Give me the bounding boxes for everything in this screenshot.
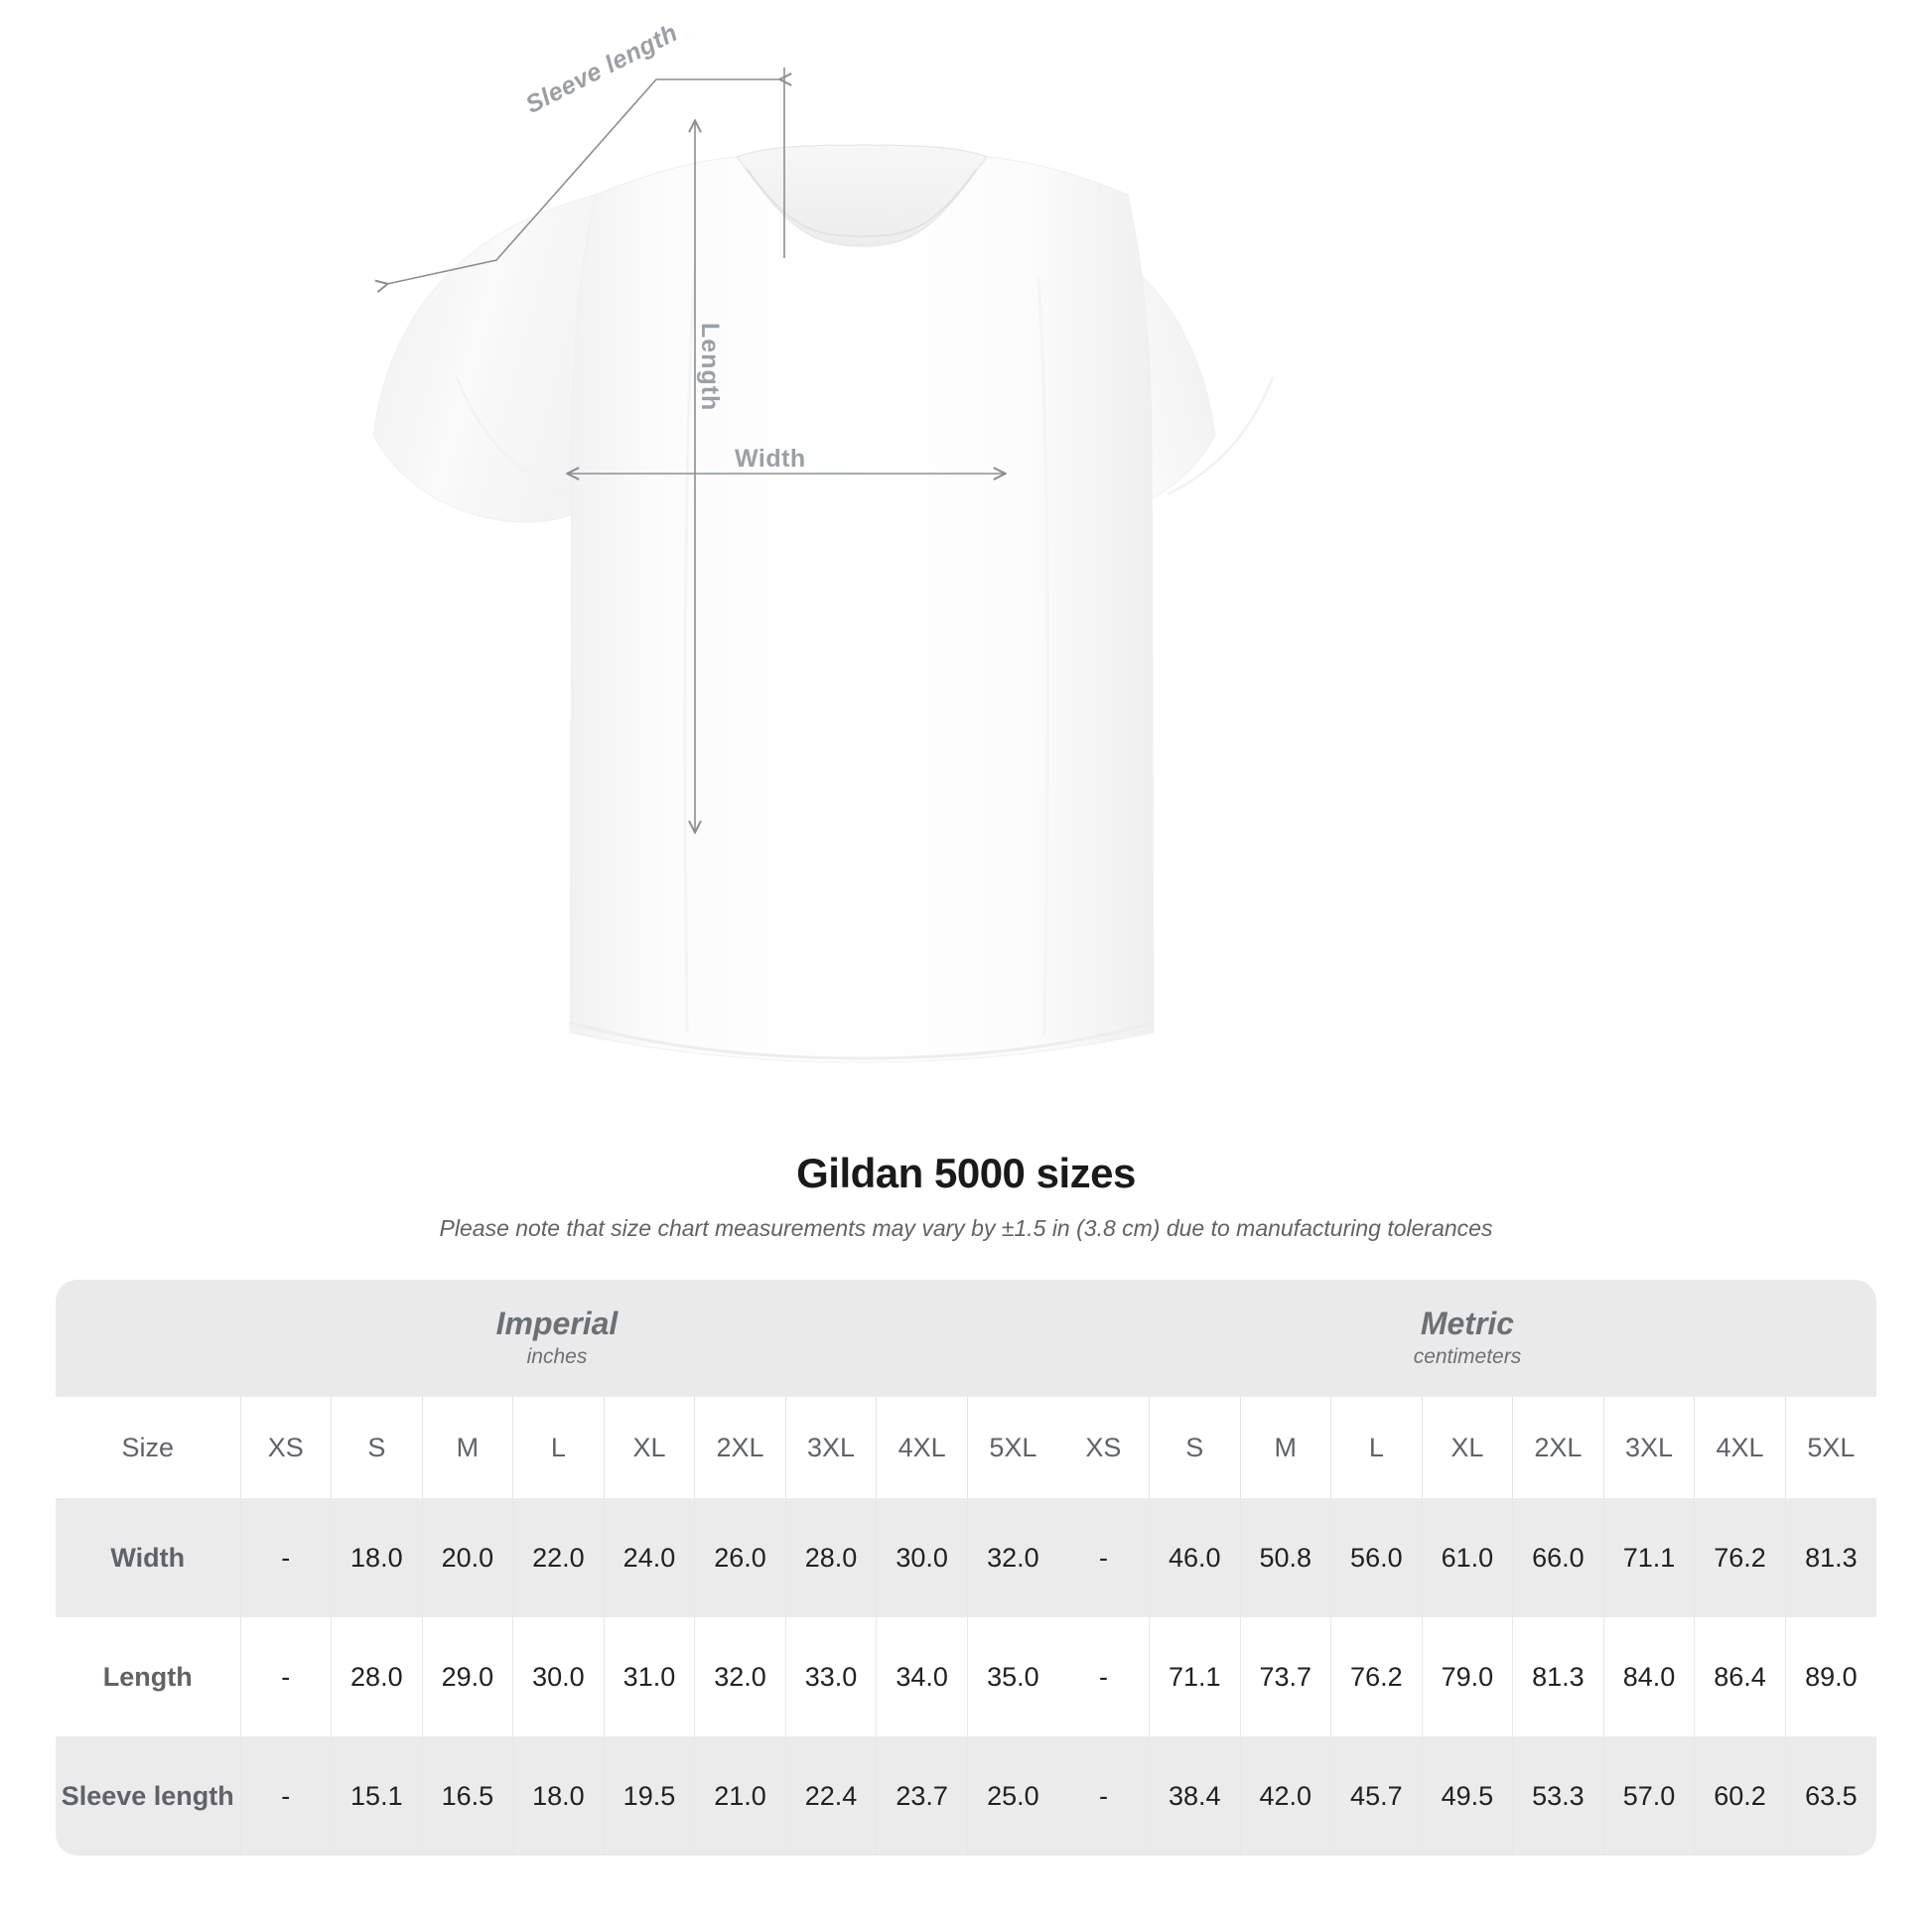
tshirt-diagram: Sleeve length Length Width bbox=[372, 18, 1275, 1063]
tshirt-illustration bbox=[372, 68, 1275, 1063]
measurement-cell: - bbox=[1057, 1498, 1150, 1617]
measurement-cell: 32.0 bbox=[966, 1498, 1058, 1617]
size-header-label: Size bbox=[56, 1397, 240, 1498]
size-column-header: XL bbox=[1421, 1397, 1513, 1498]
unit-sub-metric: centimeters bbox=[1413, 1344, 1522, 1368]
size-column-header: 3XL bbox=[1602, 1397, 1695, 1498]
size-column-header: XS bbox=[1057, 1397, 1150, 1498]
measurement-cell: 56.0 bbox=[1330, 1498, 1423, 1617]
measurement-row-label: Width bbox=[56, 1498, 240, 1617]
measurement-cell: 50.8 bbox=[1239, 1498, 1331, 1617]
measurement-cell: 76.2 bbox=[1330, 1617, 1423, 1736]
table-row: Length -28.0 29.0 30.0 31.0 32.0 33.0 34.0 35.0-… bbox=[56, 1617, 1876, 1736]
measurement-cell: 71.1 bbox=[1148, 1617, 1241, 1736]
size-column-header: L bbox=[1330, 1397, 1423, 1498]
measurement-cell: 34.0 bbox=[876, 1617, 968, 1736]
size-column-header: 4XL bbox=[1694, 1397, 1786, 1498]
measurement-cell: 20.0 bbox=[421, 1498, 513, 1617]
measurement-cell: 84.0 bbox=[1602, 1617, 1695, 1736]
measurement-cell: 71.1 bbox=[1602, 1498, 1695, 1617]
measurement-cell: 18.0 bbox=[512, 1736, 605, 1856]
tolerance-note: Please note that size chart measurements… bbox=[439, 1215, 1493, 1241]
measurement-cell: 46.0 bbox=[1148, 1498, 1241, 1617]
measurement-cell: 38.4 bbox=[1148, 1736, 1241, 1856]
measurement-cell: 73.7 bbox=[1239, 1617, 1331, 1736]
measurement-cell: 42.0 bbox=[1239, 1736, 1331, 1856]
measurement-cell: 53.3 bbox=[1512, 1736, 1604, 1856]
measurement-cell: 81.3 bbox=[1512, 1617, 1604, 1736]
size-header-row: Size XS S M L XL 2XL 3XL 4XL 5XL XS S M L XL 2XL 3XL 4XL… bbox=[56, 1397, 1876, 1498]
size-column-header: 3XL bbox=[784, 1397, 877, 1498]
size-column-header: L bbox=[512, 1397, 605, 1498]
measurement-cell: - bbox=[239, 1498, 332, 1617]
size-column-header: S bbox=[331, 1397, 423, 1498]
unit-header-row: Imperial inches Metric centimeters bbox=[56, 1280, 1876, 1397]
measurement-cell: 61.0 bbox=[1421, 1498, 1513, 1617]
size-column-header: 5XL bbox=[1784, 1397, 1876, 1498]
measurement-cell: 60.2 bbox=[1694, 1736, 1786, 1856]
size-column-header: 4XL bbox=[876, 1397, 968, 1498]
measurement-cell: 76.2 bbox=[1694, 1498, 1786, 1617]
measurement-cell: - bbox=[1057, 1736, 1150, 1856]
size-column-header: XS bbox=[239, 1397, 332, 1498]
measurement-cell: 31.0 bbox=[603, 1617, 695, 1736]
measurement-cell: 26.0 bbox=[694, 1498, 786, 1617]
size-column-header: 2XL bbox=[694, 1397, 786, 1498]
size-column-header: XL bbox=[603, 1397, 695, 1498]
measurement-cell: 35.0 bbox=[966, 1617, 1058, 1736]
measurement-cell: 28.0 bbox=[784, 1498, 877, 1617]
unit-header-imperial: Imperial inches bbox=[56, 1280, 1058, 1397]
unit-name-metric: Metric bbox=[1420, 1305, 1515, 1341]
size-column-header: M bbox=[421, 1397, 513, 1498]
measurement-cell: - bbox=[239, 1617, 332, 1736]
measurement-cell: 24.0 bbox=[603, 1498, 695, 1617]
measurement-cell: 49.5 bbox=[1421, 1736, 1513, 1856]
dimension-lines bbox=[387, 68, 1005, 832]
measurement-cell: - bbox=[239, 1736, 332, 1856]
size-column-header: 2XL bbox=[1512, 1397, 1604, 1498]
measurement-cell: 25.0 bbox=[966, 1736, 1058, 1856]
measurement-cell: - bbox=[1057, 1617, 1150, 1736]
measurement-cell: 32.0 bbox=[694, 1617, 786, 1736]
measurement-cell: 16.5 bbox=[421, 1736, 513, 1856]
measurement-cell: 18.0 bbox=[331, 1498, 423, 1617]
measurement-cell: 30.0 bbox=[512, 1617, 605, 1736]
size-chart-container: Imperial inches Metric centimeters Size … bbox=[56, 1280, 1876, 1856]
measurement-cell: 15.1 bbox=[331, 1736, 423, 1856]
title-block: Gildan 5000 sizes Please note that size … bbox=[0, 1132, 1932, 1242]
measurement-cell: 19.5 bbox=[603, 1736, 695, 1856]
measurement-cell: 22.4 bbox=[784, 1736, 877, 1856]
garment-shape bbox=[372, 144, 1275, 1063]
measurement-cell: 30.0 bbox=[876, 1498, 968, 1617]
measurement-cell: 81.3 bbox=[1784, 1498, 1876, 1617]
measurement-cell: 86.4 bbox=[1694, 1617, 1786, 1736]
size-column-header: 5XL bbox=[966, 1397, 1058, 1498]
measurement-cell: 66.0 bbox=[1512, 1498, 1604, 1617]
measurement-cell: 23.7 bbox=[876, 1736, 968, 1856]
measurement-cell: 28.0 bbox=[331, 1617, 423, 1736]
measurement-cell: 89.0 bbox=[1784, 1617, 1876, 1736]
table-row: Width -18.0 20.0 22.0 24.0 26.0 28.0 30.0 32.0-4… bbox=[56, 1498, 1876, 1617]
table-row: Sleeve length -15.1 16.5 18.0 19.5 21.0 22.4 23… bbox=[56, 1736, 1876, 1856]
measurement-cell: 57.0 bbox=[1602, 1736, 1695, 1856]
measurement-cell: 29.0 bbox=[421, 1617, 513, 1736]
measurement-cell: 79.0 bbox=[1421, 1617, 1513, 1736]
measurement-cell: 22.0 bbox=[512, 1498, 605, 1617]
measurement-row-label: Length bbox=[56, 1617, 240, 1736]
page-title: Gildan 5000 sizes bbox=[796, 1150, 1136, 1196]
size-column-header: M bbox=[1239, 1397, 1331, 1498]
measurement-cell: 45.7 bbox=[1330, 1736, 1423, 1856]
size-column-header: S bbox=[1148, 1397, 1241, 1498]
unit-sub-imperial: inches bbox=[526, 1344, 588, 1368]
measurement-cell: 21.0 bbox=[694, 1736, 786, 1856]
measurement-cell: 33.0 bbox=[784, 1617, 877, 1736]
measurement-row-label: Sleeve length bbox=[56, 1736, 240, 1856]
measurement-cell: 63.5 bbox=[1784, 1736, 1876, 1856]
unit-name-imperial: Imperial bbox=[495, 1305, 619, 1341]
size-chart-table: Imperial inches Metric centimeters Size … bbox=[56, 1280, 1876, 1856]
unit-header-metric: Metric centimeters bbox=[1057, 1280, 1876, 1397]
